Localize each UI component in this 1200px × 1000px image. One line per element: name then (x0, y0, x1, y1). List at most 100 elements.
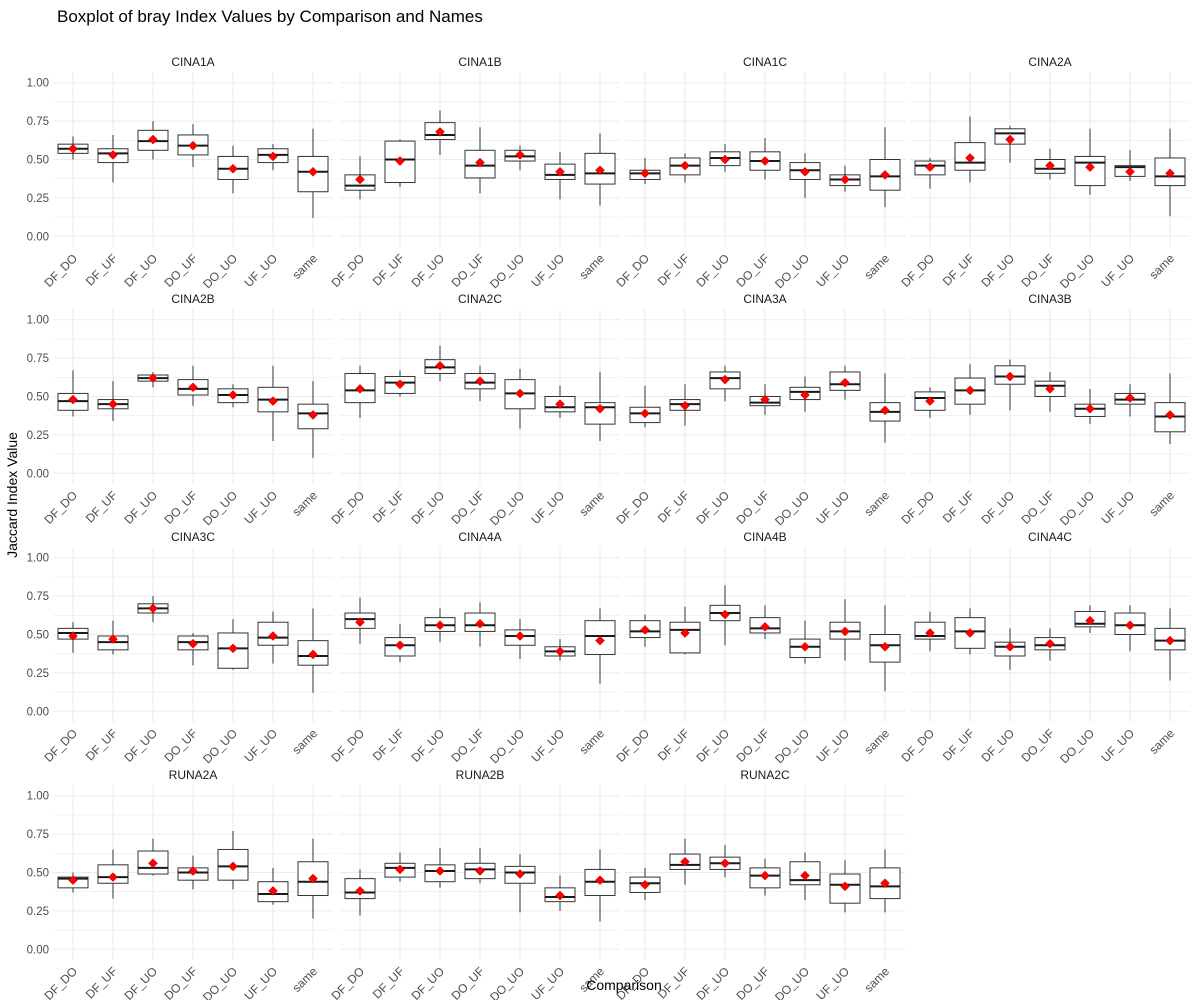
facet-label: CINA2B (171, 292, 214, 306)
x-tick-label: DF_DO (613, 251, 652, 290)
mean-marker (840, 174, 850, 185)
mean-marker (1045, 383, 1055, 394)
x-tick-label: UF_UO (528, 488, 567, 527)
mean-marker (595, 635, 605, 646)
x-tick-label: DO_UF (1018, 726, 1057, 765)
box-DF_UF (669, 838, 701, 885)
x-tick-label: DF_UF (655, 488, 692, 525)
facet-panel: CINA3B DF_DO DF_UF DF_UO DO_UF DO_UO UF_UO same (898, 292, 1190, 528)
mean-marker (720, 858, 730, 869)
x-tick-label: DO_UF (733, 726, 772, 765)
facet-label: CINA4C (1028, 530, 1072, 544)
mean-marker (308, 649, 318, 660)
x-tick-label: UF_UO (813, 964, 852, 1000)
x-tick-label: UF_UO (813, 726, 852, 765)
mean-marker (435, 620, 445, 631)
facet-label: CINA3A (743, 292, 786, 306)
x-tick-label: same (861, 488, 892, 519)
box-DO_UO (1074, 605, 1106, 633)
x-tick-label: DO_UO (1057, 488, 1097, 528)
x-tick-label: UF_UO (1098, 726, 1137, 765)
x-tick-label: DF_UO (978, 726, 1017, 765)
box-DF_UO (424, 608, 456, 643)
x-tick-label: UF_UO (813, 488, 852, 527)
mean-marker (228, 643, 238, 654)
box-DF_UO (709, 144, 741, 172)
box-UF_UO (544, 151, 576, 200)
y-tick-label: 1.00 (27, 78, 49, 90)
mean-marker (760, 394, 770, 405)
x-tick-label: DO_UF (448, 251, 487, 290)
box-DF_UF (954, 116, 986, 183)
box-DF_DO (344, 869, 376, 916)
mean-marker (555, 890, 565, 901)
mean-marker (108, 634, 118, 644)
mean-marker (148, 603, 158, 614)
mean-marker (395, 379, 405, 390)
x-tick-label: DO_UO (772, 251, 812, 291)
x-tick-label: DO_UF (733, 488, 772, 527)
y-tick-label: 0.75 (27, 353, 49, 365)
x-tick-label: DF_DO (41, 726, 80, 765)
x-tick-label: DF_DO (898, 251, 937, 290)
x-tick-label: DF_UO (693, 251, 732, 290)
box-DF_UO (994, 628, 1026, 670)
x-tick-label: DF_UF (940, 251, 977, 288)
box-DO_UF (177, 632, 209, 666)
x-tick-label: same (289, 726, 320, 757)
mean-marker (965, 628, 975, 638)
box-DO_UF (464, 127, 496, 194)
box-UF_UO (544, 385, 576, 418)
mean-marker (188, 382, 198, 393)
mean-marker (925, 628, 935, 638)
mean-marker (475, 157, 485, 168)
box-same (584, 371, 616, 442)
mean-marker (840, 626, 850, 637)
x-tick-label: DO_UF (733, 251, 772, 290)
x-tick-label: DF_UF (370, 251, 407, 288)
mean-marker (435, 127, 445, 137)
mean-marker (1125, 166, 1135, 177)
x-tick-label: UF_UO (1098, 488, 1137, 527)
facet-label: CINA3C (171, 530, 215, 544)
mean-marker (228, 390, 238, 400)
mean-marker (108, 399, 118, 410)
x-tick-label: DO_UF (1018, 251, 1057, 290)
box-DF_DO (914, 157, 946, 189)
x-tick-label: UF_UO (528, 251, 567, 290)
box-DO_UF (177, 365, 209, 406)
mean-marker (840, 377, 850, 388)
y-tick-label: 0.75 (27, 829, 49, 841)
mean-marker (188, 866, 198, 876)
x-tick-label: same (861, 726, 892, 757)
box-DF_UO (137, 838, 169, 876)
box-same (584, 849, 616, 922)
y-tick-label: 0.00 (27, 706, 49, 718)
box-DO_UO (504, 145, 536, 171)
mean-marker (1165, 635, 1175, 646)
box-DO_UF (1034, 628, 1066, 661)
x-tick-label: DO_UO (1057, 726, 1097, 766)
x-tick-label: DF_UF (370, 488, 407, 525)
mean-marker (68, 394, 78, 405)
facet-label: CINA1C (743, 55, 787, 69)
x-tick-label: DF_UO (408, 488, 447, 527)
x-tick-label: DO_UO (1057, 251, 1097, 291)
mean-marker (1005, 371, 1015, 382)
mean-marker (800, 870, 810, 881)
mean-marker (640, 408, 650, 419)
mean-marker (1005, 641, 1015, 652)
x-tick-label: DO_UO (487, 488, 527, 528)
mean-marker (355, 174, 365, 185)
box-DO_UF (177, 855, 209, 890)
box-DF_DO (57, 136, 89, 160)
mean-marker (555, 399, 565, 410)
y-tick-label: 0.50 (27, 155, 49, 167)
x-tick-label: UF_UO (1098, 251, 1137, 290)
facet-label: RUNA2A (169, 768, 218, 782)
mean-marker (395, 864, 405, 875)
x-tick-label: DF_DO (328, 251, 367, 290)
mean-marker (355, 886, 365, 896)
